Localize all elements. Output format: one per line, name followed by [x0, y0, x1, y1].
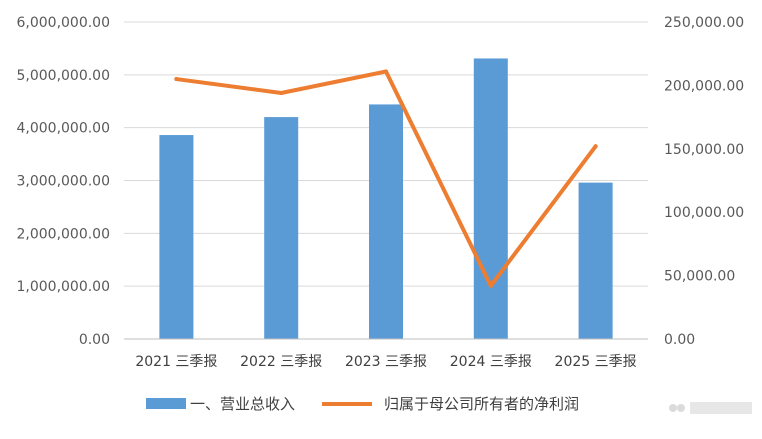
line-series	[174, 69, 598, 288]
right-axis-tick-label: 100,000.00	[664, 205, 744, 221]
line-point	[279, 91, 284, 96]
category-tick-label: 2022 三季报	[240, 354, 322, 370]
right-axis-tick-label: 50,000.00	[664, 269, 735, 285]
left-axis-tick-label: 6,000,000.00	[16, 15, 110, 31]
bar	[369, 104, 403, 339]
right-axis-tick-label: 250,000.00	[664, 15, 744, 31]
left-axis-tick-label: 3,000,000.00	[16, 174, 110, 190]
right-axis-tick-label: 150,000.00	[664, 142, 744, 158]
legend: 一、营业总收入 归属于母公司所有者的净利润	[146, 395, 579, 413]
line-point	[174, 77, 179, 82]
category-tick-label: 2024 三季报	[450, 354, 532, 370]
right-axis-ticks: 0.00 50,000.00 100,000.00 150,000.00 200,000…	[664, 15, 744, 348]
legend-swatch-bar	[146, 398, 186, 409]
line-point	[488, 283, 493, 288]
category-tick-label: 2021 三季报	[135, 354, 217, 370]
bar	[159, 135, 194, 339]
legend-label-bar: 一、营业总收入	[190, 395, 295, 413]
left-axis-tick-label: 1,000,000.00	[16, 279, 110, 295]
line-point	[384, 69, 388, 74]
legend-label-line: 归属于母公司所有者的净利润	[384, 395, 579, 413]
bar	[264, 117, 299, 339]
category-tick-label: 2025 三季报	[555, 354, 637, 370]
category-tick-label: 2023 三季报	[345, 354, 427, 370]
bar	[578, 182, 613, 339]
bar-series	[159, 58, 613, 340]
left-axis-tick-label: 4,000,000.00	[16, 121, 110, 137]
left-axis-tick-label: 0.00	[79, 332, 110, 348]
left-axis-tick-label: 5,000,000.00	[16, 68, 110, 84]
left-axis-ticks: 0.00 1,000,000.00 2,000,000.00 3,000,000.00…	[16, 15, 110, 348]
bar	[473, 58, 508, 340]
right-axis-tick-label: 0.00	[664, 332, 695, 348]
line-point	[593, 144, 598, 149]
left-axis-tick-label: 2,000,000.00	[16, 226, 110, 242]
right-axis-tick-label: 200,000.00	[664, 78, 744, 94]
watermark-logo	[669, 402, 752, 414]
category-axis-ticks: 2021 三季报 2022 三季报 2023 三季报 2024 三季报 2025 三季报	[124, 338, 648, 370]
